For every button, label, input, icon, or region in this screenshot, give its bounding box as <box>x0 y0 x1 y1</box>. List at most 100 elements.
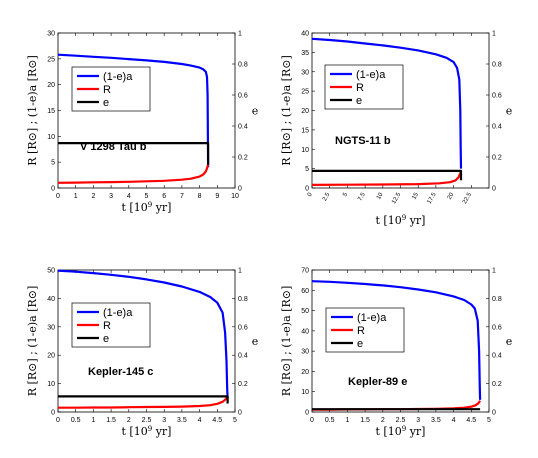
y2-tick-label: 1 <box>238 31 242 38</box>
x-axis-label: t [109 yr] <box>376 214 426 227</box>
x-tick-label: 0 <box>307 191 314 197</box>
y-tick-label: 10 <box>47 381 55 388</box>
plot-frame <box>311 32 490 189</box>
legend: (1-e)aRe <box>71 302 151 348</box>
y2-tick-label: 0.2 <box>492 381 502 388</box>
y2-tick-label: 0.6 <box>238 324 248 331</box>
planet-annotation: NGTS-11 b <box>335 135 391 147</box>
x-tick-label: 10 <box>376 191 385 200</box>
series-line-1ea <box>311 280 482 400</box>
x-tick-label: 1 <box>74 193 78 200</box>
legend: (1-e)aRe <box>324 64 404 110</box>
y2-tick-label: 1 <box>238 268 242 275</box>
x-tick-label: 22.5 <box>462 191 473 205</box>
x-tick-label: 15 <box>411 191 420 200</box>
x-tick-label: 2 <box>91 193 95 200</box>
legend-label: (1-e)a <box>356 69 386 81</box>
y-axis-label: R [R⊙] ; (1-e)a [R⊙] <box>26 286 39 397</box>
x-tick-label: 4 <box>198 417 202 424</box>
x-tick-label: 9 <box>215 193 219 200</box>
y2-tick-label: 0.2 <box>238 381 248 388</box>
legend-label: (1-e)a <box>103 307 133 319</box>
x-tick-label: 3 <box>109 193 113 200</box>
x-tick-label: 7 <box>180 193 184 200</box>
x-tick-label: 7.5 <box>357 191 367 202</box>
y-tick-label: 30 <box>301 349 309 356</box>
planet-annotation: Kepler-89 e <box>348 376 407 388</box>
y-tick-label: 0 <box>305 186 309 193</box>
x-tick-label: 17.5 <box>427 191 438 205</box>
series-line-1ea <box>57 53 210 168</box>
y-tick-label: 40 <box>47 296 55 303</box>
legend-label: R <box>103 320 111 332</box>
x-tick-label: 6 <box>162 193 166 200</box>
x-tick-label: 10 <box>231 193 239 200</box>
y-tick-label: 20 <box>301 369 309 376</box>
y2-tick-label: 0.4 <box>238 124 248 131</box>
x-tick-label: 5 <box>233 417 237 424</box>
x-tick-label: 1 <box>345 417 349 424</box>
x-tick-label: 0.5 <box>325 417 335 424</box>
x-tick-label: 4.5 <box>212 417 222 424</box>
y-tick-label: 40 <box>301 328 309 335</box>
x-tick-label: 2.5 <box>396 417 406 424</box>
x-tick-label: 2 <box>381 417 385 424</box>
x-tick-label: 0 <box>56 193 60 200</box>
x-tick-label: 4 <box>127 193 131 200</box>
x-tick-label: 8 <box>198 193 202 200</box>
x-tick-label: 2.5 <box>322 191 332 202</box>
y2-tick-label: 0.2 <box>492 155 502 162</box>
y2-tick-label: 1 <box>492 31 496 38</box>
y-tick-label: 0 <box>305 410 309 417</box>
y2-axis-label: e <box>252 335 259 348</box>
x-tick-label: 20 <box>447 191 456 200</box>
x-tick-label: 3 <box>162 417 166 424</box>
y2-tick-label: 0.8 <box>492 62 502 69</box>
y-tick-label: 15 <box>301 127 309 134</box>
y2-tick-label: 0 <box>238 186 242 193</box>
legend-box <box>71 302 151 348</box>
x-tick-label: 0.5 <box>71 417 81 424</box>
y-tick-label: 30 <box>47 31 55 38</box>
series-line-r <box>311 170 463 186</box>
x-tick-label: 5 <box>145 193 149 200</box>
y2-tick-label: 1 <box>492 268 496 275</box>
y2-tick-label: 0.4 <box>492 353 502 360</box>
y2-tick-label: 0.8 <box>238 296 248 303</box>
x-tick-label: 12.5 <box>391 191 402 205</box>
planet-annotation: Kepler-145 c <box>88 366 153 378</box>
chart-panel-2: 0 2.5 5 7.5 10 12.5 15 17.5 20 22.505101520253035… <box>280 31 512 228</box>
series-line-1ea <box>311 37 463 169</box>
y2-tick-label: 0 <box>238 410 242 417</box>
y-tick-label: 0 <box>51 186 55 193</box>
legend: (1-e)aRe <box>71 66 151 112</box>
y-tick-label: 20 <box>301 108 309 115</box>
chart-panel-4: 0 0.5 1 1.5 2 2.5 3 3.5 4 4.5 501020304050607000.2… <box>280 268 512 439</box>
y2-axis-label: e <box>506 335 513 348</box>
y2-axis-label: e <box>506 105 513 118</box>
y2-tick-label: 0.4 <box>492 124 502 131</box>
y-tick-label: 25 <box>301 89 309 96</box>
y-tick-label: 10 <box>47 134 55 141</box>
y-tick-label: 30 <box>47 324 55 331</box>
legend-label: R <box>103 84 111 96</box>
y2-tick-label: 0 <box>492 410 496 417</box>
y2-tick-label: 0.8 <box>238 62 248 69</box>
legend-label: e <box>103 97 109 109</box>
y2-tick-label: 0.6 <box>492 93 502 100</box>
y2-tick-label: 0.6 <box>238 93 248 100</box>
y-tick-label: 25 <box>47 56 55 63</box>
x-tick-label: 0 <box>310 417 314 424</box>
series-line-e <box>58 395 229 404</box>
y-tick-label: 30 <box>301 69 309 76</box>
x-tick-label: 0 <box>56 417 60 424</box>
x-tick-label: 4.5 <box>466 417 476 424</box>
y-tick-label: 35 <box>301 50 309 57</box>
y2-tick-label: 0.2 <box>238 155 248 162</box>
x-tick-label: 4 <box>452 417 456 424</box>
y2-axis-label: e <box>252 105 259 118</box>
y-tick-label: 40 <box>301 31 309 38</box>
legend-label: R <box>357 325 365 337</box>
x-tick-label: 3.5 <box>431 417 441 424</box>
